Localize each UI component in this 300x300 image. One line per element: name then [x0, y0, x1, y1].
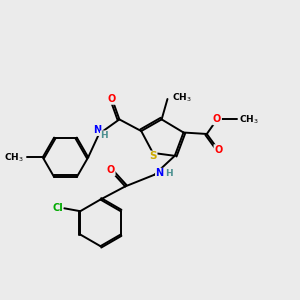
Text: O: O: [108, 94, 116, 104]
Text: H: H: [100, 131, 108, 140]
Text: CH$_3$: CH$_3$: [4, 151, 24, 164]
Text: S: S: [149, 152, 157, 161]
Text: O: O: [106, 165, 115, 176]
Text: CH$_3$: CH$_3$: [172, 91, 191, 104]
Text: O: O: [213, 114, 221, 124]
Text: N: N: [155, 168, 164, 178]
Text: Cl: Cl: [52, 203, 63, 213]
Text: CH$_3$: CH$_3$: [239, 113, 259, 126]
Text: H: H: [165, 169, 173, 178]
Text: O: O: [214, 145, 223, 155]
Text: N: N: [94, 125, 102, 136]
